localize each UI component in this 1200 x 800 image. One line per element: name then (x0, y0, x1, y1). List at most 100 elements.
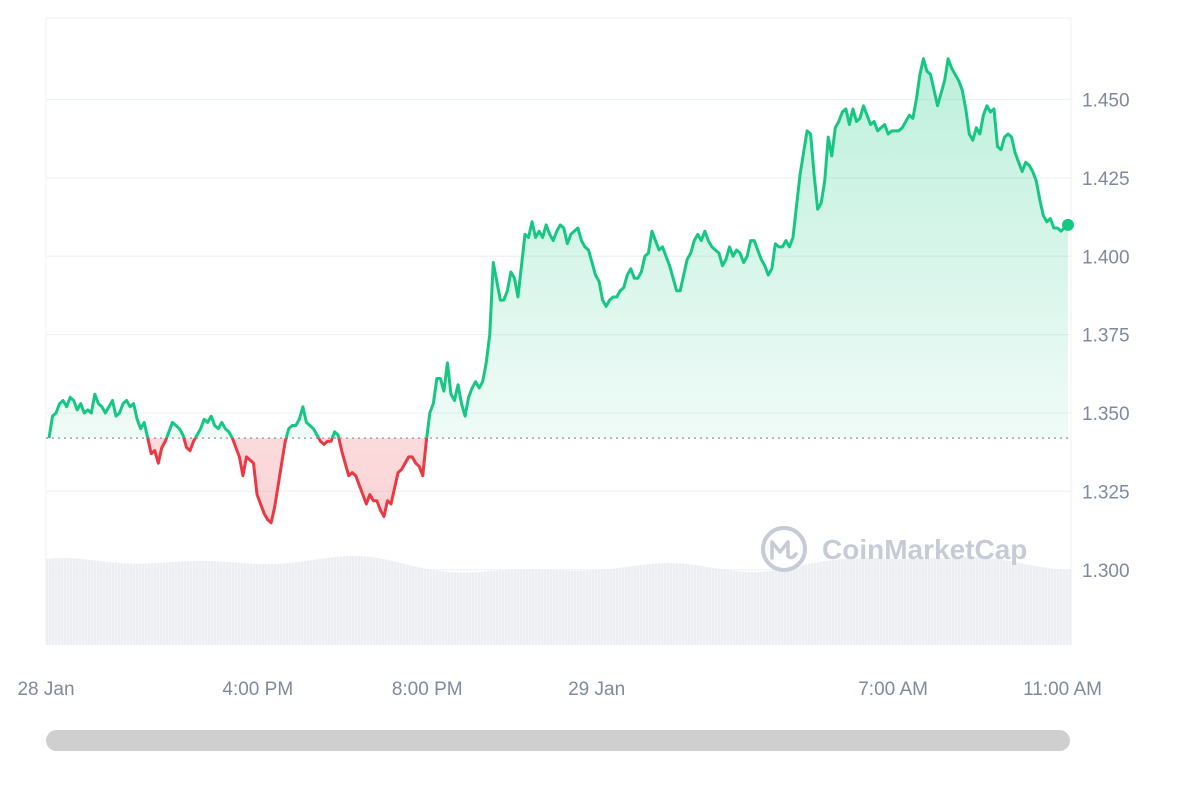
volume-bar (529, 569, 532, 645)
volume-bar (958, 557, 961, 645)
volume-bar (547, 569, 550, 645)
volume-bar (313, 559, 316, 645)
volume-bar (184, 561, 187, 645)
volume-bar (682, 563, 685, 645)
volume-bar (907, 559, 910, 645)
volume-bar (439, 571, 442, 645)
volume-bar (121, 563, 124, 645)
volume-bar (241, 563, 244, 645)
volume-bar (979, 557, 982, 645)
volume-bar (283, 563, 286, 645)
volume-bar (901, 559, 904, 645)
volume-bar (385, 559, 388, 645)
volume-bar (1036, 566, 1039, 645)
volume-bar (799, 565, 802, 645)
volume-bar (406, 564, 409, 645)
volume-bar (604, 569, 607, 645)
volume-bar (745, 571, 748, 645)
volume-bar (382, 559, 385, 645)
volume-bar (202, 561, 205, 645)
volume-bar (730, 570, 733, 645)
volume-bar (181, 561, 184, 645)
volume-bar (289, 562, 292, 645)
watermark-logo-icon (761, 526, 807, 572)
volume-bar (544, 569, 547, 645)
volume-bar (1066, 569, 1069, 645)
volume-bar (61, 557, 64, 645)
volume-bar (364, 556, 367, 645)
volume-bar (157, 563, 160, 645)
volume-bar (457, 572, 460, 645)
volume-bar (451, 572, 454, 645)
volume-bar (388, 560, 391, 645)
volume-bar (526, 569, 529, 645)
volume-bar (535, 569, 538, 645)
x-tick-label: 8:00 PM (392, 679, 463, 700)
volume-bar (1015, 562, 1018, 645)
volume-bar (538, 569, 541, 645)
volume-bar (844, 558, 847, 645)
volume-bar (178, 561, 181, 645)
volume-bar (217, 561, 220, 645)
volume-bar (496, 570, 499, 645)
volume-bar (481, 571, 484, 645)
x-tick-label: 4:00 PM (222, 679, 293, 700)
volume-bar (400, 563, 403, 645)
volume-bar (568, 570, 571, 645)
volume-bar (331, 557, 334, 645)
volume-bar (715, 568, 718, 645)
volume-bar (442, 571, 445, 645)
volume-bar (211, 561, 214, 645)
volume-bar (145, 563, 148, 645)
volume-bar (337, 556, 340, 645)
volume-bar (358, 556, 361, 645)
volume-bar (361, 556, 364, 645)
volume-bar (103, 561, 106, 645)
volume-bar (622, 567, 625, 645)
x-tick-label: 28 Jan (17, 679, 74, 700)
last-price-dot[interactable] (1062, 218, 1074, 231)
volume-bar (532, 569, 535, 645)
chart-scrollbar[interactable] (46, 730, 1070, 751)
volume-bar (199, 561, 202, 645)
volume-bar (1045, 567, 1048, 645)
volume-bar (193, 561, 196, 645)
watermark-text: CoinMarketCap (822, 534, 1027, 565)
volume-bar (871, 558, 874, 645)
volume-bar (67, 558, 70, 645)
volume-bar (484, 571, 487, 645)
volume-bar (235, 562, 238, 645)
volume-bar (73, 558, 76, 645)
volume-bar (94, 560, 97, 645)
volume-bar (910, 559, 913, 645)
volume-bar (976, 557, 979, 645)
volume-bar (493, 570, 496, 645)
volume-bar (571, 570, 574, 645)
volume-bar (49, 558, 52, 645)
volume-bar (1048, 568, 1051, 645)
volume-bar (721, 569, 724, 645)
volume-bar (700, 565, 703, 645)
volume-bar (499, 570, 502, 645)
volume-bar (136, 563, 139, 645)
volume-bar (340, 556, 343, 645)
volume-bar (766, 571, 769, 645)
volume-bar (583, 570, 586, 645)
volume-bar (640, 564, 643, 645)
volume-bar (490, 571, 493, 645)
volume-bar (610, 568, 613, 645)
volume-bar (256, 563, 259, 645)
volume-bar (238, 562, 241, 645)
volume-bar (937, 558, 940, 645)
volume-bar (466, 572, 469, 645)
volume-bar (814, 562, 817, 645)
volume-bar (763, 571, 766, 645)
volume-bar (1057, 569, 1060, 645)
volume-bar (286, 563, 289, 645)
volume-bar (469, 572, 472, 645)
volume-bar (154, 563, 157, 645)
volume-bar (322, 558, 325, 645)
volume-bar (835, 559, 838, 645)
